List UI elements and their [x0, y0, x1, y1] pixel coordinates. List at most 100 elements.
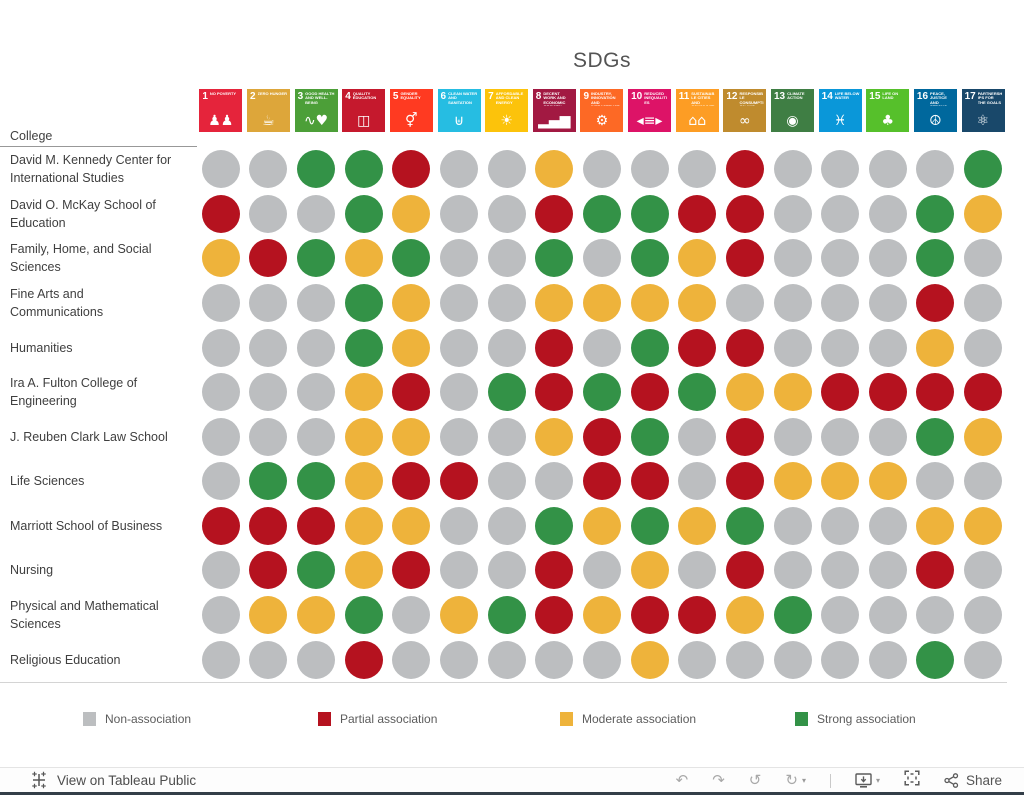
association-dot-non-association[interactable]: [201, 551, 240, 590]
association-dot-strong-association[interactable]: [535, 506, 574, 545]
association-dot-strong-association[interactable]: [487, 596, 526, 635]
association-dot-non-association[interactable]: [249, 194, 288, 233]
association-dot-partial-association[interactable]: [725, 328, 764, 367]
association-dot-moderate-association[interactable]: [964, 506, 1003, 545]
association-dot-non-association[interactable]: [678, 551, 717, 590]
association-dot-non-association[interactable]: [487, 150, 526, 189]
association-dot-non-association[interactable]: [773, 417, 812, 456]
association-dot-non-association[interactable]: [678, 640, 717, 679]
association-dot-moderate-association[interactable]: [297, 596, 336, 635]
association-dot-non-association[interactable]: [297, 194, 336, 233]
association-dot-non-association[interactable]: [868, 328, 907, 367]
association-dot-moderate-association[interactable]: [344, 462, 383, 501]
association-dot-strong-association[interactable]: [249, 462, 288, 501]
association-dot-non-association[interactable]: [678, 417, 717, 456]
association-dot-partial-association[interactable]: [725, 462, 764, 501]
association-dot-non-association[interactable]: [964, 239, 1003, 278]
association-dot-non-association[interactable]: [821, 150, 860, 189]
association-dot-partial-association[interactable]: [201, 506, 240, 545]
association-dot-non-association[interactable]: [440, 373, 479, 412]
association-dot-moderate-association[interactable]: [582, 506, 621, 545]
association-dot-moderate-association[interactable]: [582, 284, 621, 323]
association-dot-partial-association[interactable]: [249, 506, 288, 545]
association-dot-partial-association[interactable]: [678, 194, 717, 233]
association-dot-non-association[interactable]: [821, 417, 860, 456]
association-dot-moderate-association[interactable]: [916, 328, 955, 367]
association-dot-strong-association[interactable]: [344, 596, 383, 635]
association-dot-moderate-association[interactable]: [344, 417, 383, 456]
association-dot-moderate-association[interactable]: [535, 417, 574, 456]
association-dot-non-association[interactable]: [249, 640, 288, 679]
association-dot-strong-association[interactable]: [344, 284, 383, 323]
association-dot-non-association[interactable]: [868, 194, 907, 233]
association-dot-moderate-association[interactable]: [344, 506, 383, 545]
association-dot-non-association[interactable]: [487, 284, 526, 323]
association-dot-partial-association[interactable]: [678, 596, 717, 635]
association-dot-strong-association[interactable]: [916, 417, 955, 456]
legend-item-strong-association[interactable]: Strong association: [795, 712, 916, 726]
association-dot-moderate-association[interactable]: [678, 284, 717, 323]
association-dot-strong-association[interactable]: [487, 373, 526, 412]
association-dot-partial-association[interactable]: [964, 373, 1003, 412]
association-dot-partial-association[interactable]: [392, 150, 431, 189]
refresh-button[interactable]: ↻ ▾: [785, 773, 806, 788]
association-dot-partial-association[interactable]: [725, 194, 764, 233]
association-dot-non-association[interactable]: [201, 373, 240, 412]
association-dot-non-association[interactable]: [868, 150, 907, 189]
association-dot-partial-association[interactable]: [916, 551, 955, 590]
association-dot-strong-association[interactable]: [725, 506, 764, 545]
association-dot-moderate-association[interactable]: [773, 462, 812, 501]
association-dot-non-association[interactable]: [487, 462, 526, 501]
association-dot-non-association[interactable]: [773, 194, 812, 233]
association-dot-non-association[interactable]: [821, 284, 860, 323]
association-dot-non-association[interactable]: [964, 462, 1003, 501]
redo-button[interactable]: ↷: [712, 771, 725, 789]
association-dot-partial-association[interactable]: [725, 551, 764, 590]
association-dot-partial-association[interactable]: [535, 194, 574, 233]
legend-item-moderate-association[interactable]: Moderate association: [560, 712, 696, 726]
fullscreen-button[interactable]: [904, 770, 920, 791]
association-dot-non-association[interactable]: [487, 328, 526, 367]
association-dot-moderate-association[interactable]: [725, 373, 764, 412]
association-dot-partial-association[interactable]: [440, 462, 479, 501]
association-dot-partial-association[interactable]: [582, 417, 621, 456]
association-dot-non-association[interactable]: [440, 640, 479, 679]
association-dot-non-association[interactable]: [868, 596, 907, 635]
association-dot-moderate-association[interactable]: [678, 506, 717, 545]
association-dot-non-association[interactable]: [201, 284, 240, 323]
association-dot-partial-association[interactable]: [630, 462, 669, 501]
association-dot-non-association[interactable]: [249, 417, 288, 456]
association-dot-strong-association[interactable]: [964, 150, 1003, 189]
association-dot-non-association[interactable]: [249, 284, 288, 323]
undo-button[interactable]: ↶: [675, 771, 689, 789]
association-dot-non-association[interactable]: [725, 284, 764, 323]
association-dot-partial-association[interactable]: [535, 373, 574, 412]
association-dot-non-association[interactable]: [773, 284, 812, 323]
association-dot-non-association[interactable]: [821, 640, 860, 679]
association-dot-non-association[interactable]: [916, 462, 955, 501]
association-dot-moderate-association[interactable]: [868, 462, 907, 501]
association-dot-non-association[interactable]: [773, 506, 812, 545]
association-dot-non-association[interactable]: [725, 640, 764, 679]
association-dot-partial-association[interactable]: [916, 284, 955, 323]
association-dot-non-association[interactable]: [487, 506, 526, 545]
association-dot-non-association[interactable]: [201, 640, 240, 679]
association-dot-partial-association[interactable]: [201, 194, 240, 233]
association-dot-non-association[interactable]: [821, 551, 860, 590]
association-dot-strong-association[interactable]: [297, 551, 336, 590]
association-dot-strong-association[interactable]: [344, 194, 383, 233]
association-dot-non-association[interactable]: [297, 417, 336, 456]
association-dot-non-association[interactable]: [535, 640, 574, 679]
association-dot-moderate-association[interactable]: [964, 417, 1003, 456]
association-dot-non-association[interactable]: [487, 640, 526, 679]
association-dot-strong-association[interactable]: [916, 239, 955, 278]
association-dot-moderate-association[interactable]: [725, 596, 764, 635]
association-dot-non-association[interactable]: [821, 328, 860, 367]
association-dot-non-association[interactable]: [249, 328, 288, 367]
association-dot-non-association[interactable]: [535, 462, 574, 501]
association-dot-non-association[interactable]: [630, 150, 669, 189]
association-dot-non-association[interactable]: [964, 284, 1003, 323]
association-dot-non-association[interactable]: [773, 239, 812, 278]
association-dot-moderate-association[interactable]: [773, 373, 812, 412]
association-dot-non-association[interactable]: [916, 150, 955, 189]
